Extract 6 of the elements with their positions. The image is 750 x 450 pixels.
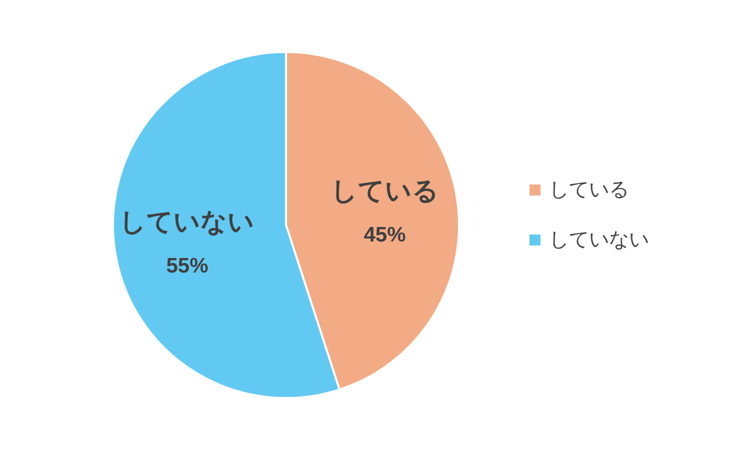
- data-label: 45%: [364, 223, 406, 246]
- slice-label: していない: [120, 206, 255, 237]
- data-label: 55%: [166, 254, 209, 278]
- legend-label: していない: [549, 229, 649, 251]
- legend-label: している: [549, 179, 629, 201]
- slice-label: している: [330, 175, 439, 206]
